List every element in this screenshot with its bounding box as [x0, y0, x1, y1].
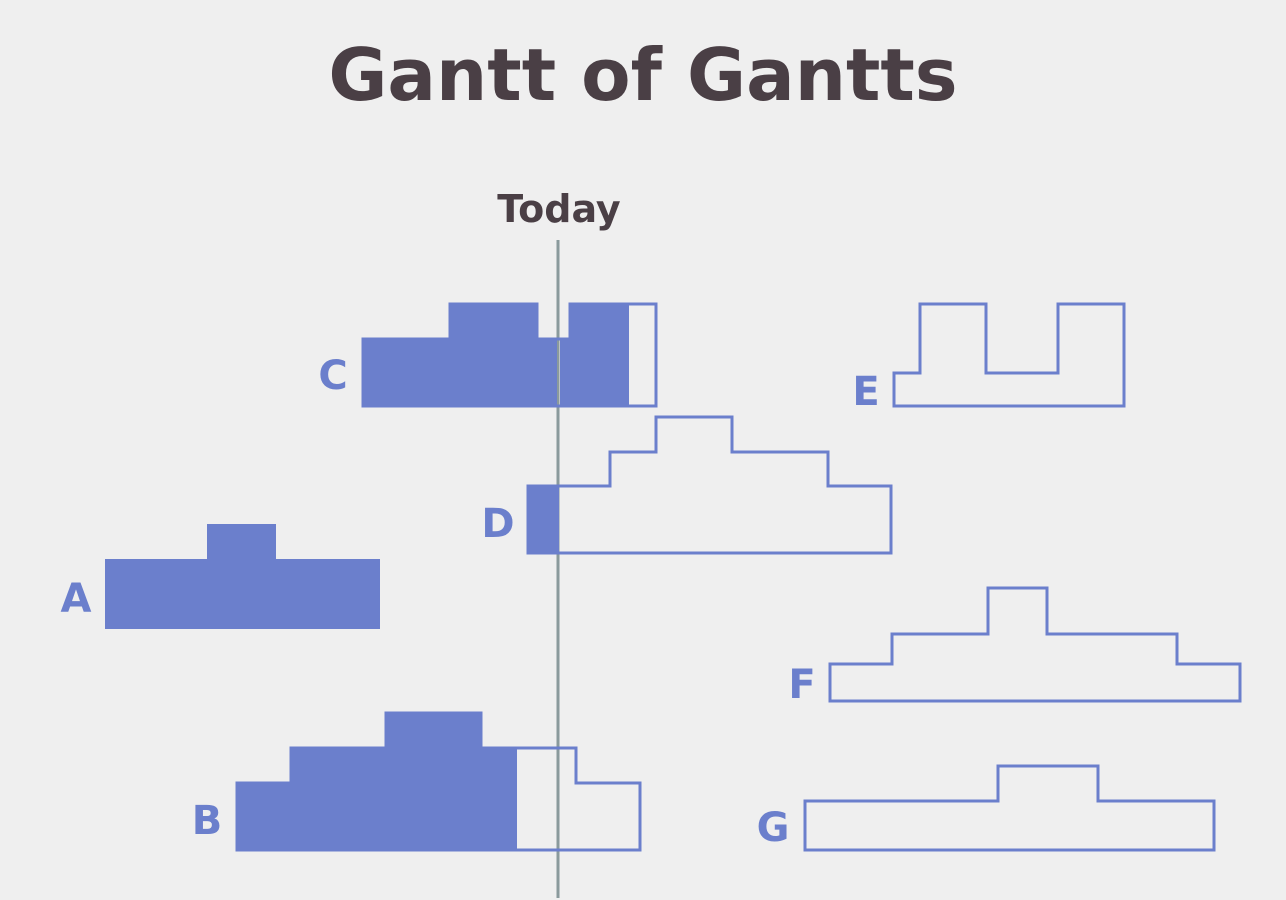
project-e-outline [892, 302, 1126, 408]
project-c-progress-left [362, 303, 557, 407]
project-b-label: B [192, 798, 223, 844]
project-d-progress [527, 485, 559, 554]
project-b-progress [236, 712, 517, 851]
project-f-label: F [788, 662, 815, 708]
project-a-progress [105, 524, 380, 629]
project-b: B [192, 711, 642, 852]
project-a: A [61, 524, 380, 629]
project-a-label: A [61, 576, 92, 622]
project-g: G [757, 764, 1216, 852]
project-g-outline [803, 764, 1216, 852]
project-d-outline [526, 415, 893, 555]
project-f-outline [828, 586, 1242, 703]
project-c-label: C [318, 353, 347, 399]
project-d: D [481, 415, 893, 555]
project-e: E [852, 302, 1126, 415]
project-c: C [318, 302, 658, 408]
project-g-label: G [757, 805, 790, 851]
page-title: Gantt of Gantts [328, 33, 958, 117]
project-e-label: E [852, 369, 879, 415]
project-d-label: D [481, 501, 514, 547]
project-f: F [788, 586, 1242, 708]
today-label: Today [497, 187, 621, 231]
project-c-progress-right [560, 303, 629, 407]
